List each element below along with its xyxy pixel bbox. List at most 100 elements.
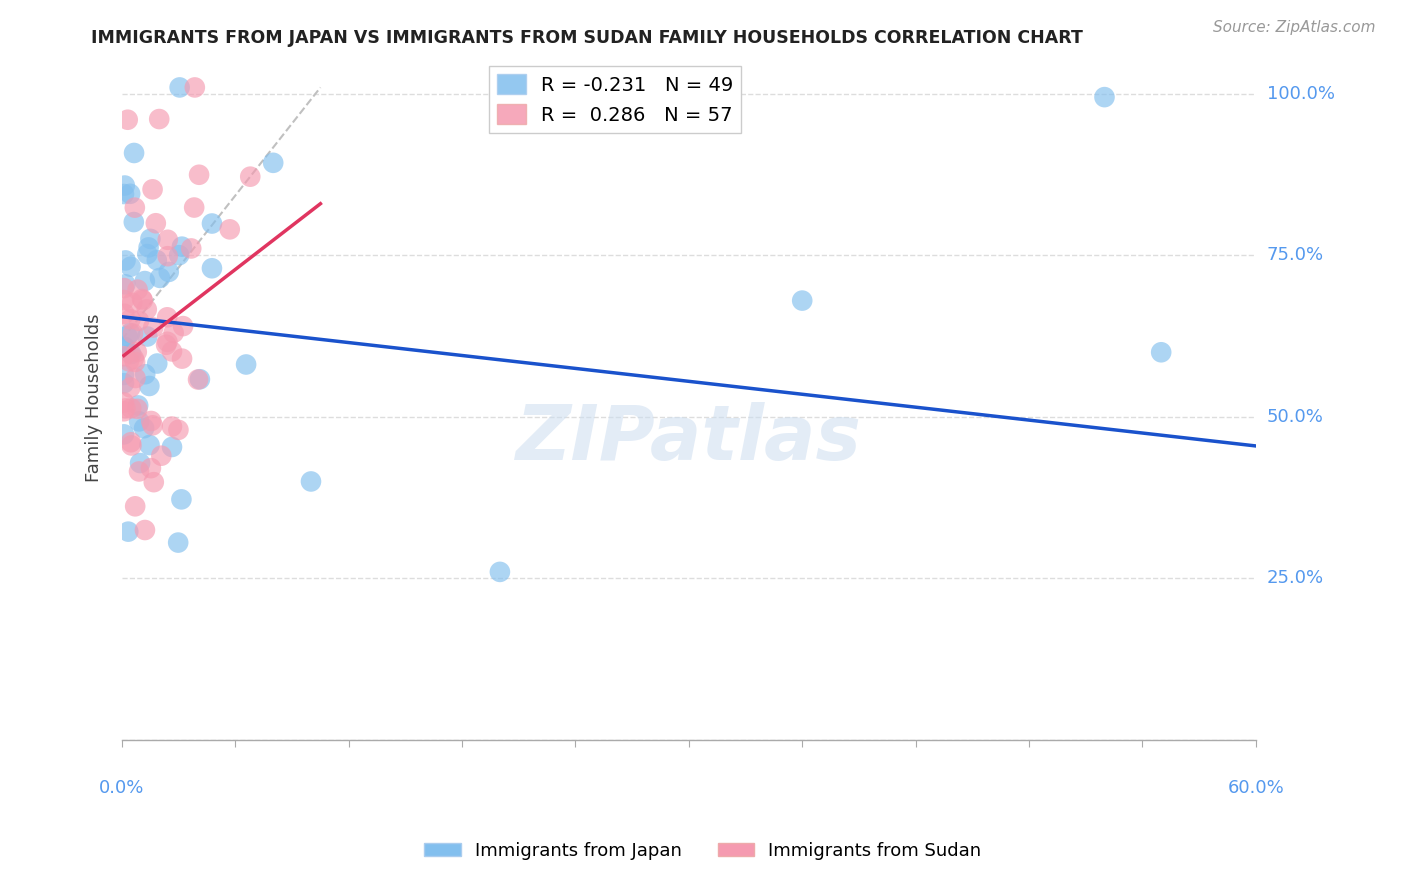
Point — [138, 240, 160, 254]
Point — [489, 565, 512, 579]
Point — [139, 461, 162, 475]
Point — [136, 329, 159, 343]
Point — [112, 404, 135, 418]
Point — [127, 283, 149, 297]
Point — [156, 249, 179, 263]
Point — [117, 329, 139, 343]
Point — [142, 475, 165, 490]
Point — [124, 371, 146, 385]
Point — [112, 349, 135, 363]
Point — [167, 535, 190, 549]
Point — [112, 368, 135, 382]
Point — [120, 186, 142, 201]
Point — [120, 260, 142, 274]
Point — [169, 80, 191, 95]
Point — [136, 247, 159, 261]
Point — [160, 419, 183, 434]
Point — [112, 293, 135, 307]
Point — [114, 277, 136, 292]
Point — [117, 112, 139, 127]
Point — [235, 358, 257, 372]
Point — [134, 523, 156, 537]
Point — [146, 357, 169, 371]
Point — [138, 438, 160, 452]
Point — [112, 339, 135, 353]
Point — [142, 320, 165, 334]
Point — [149, 271, 172, 285]
Point — [146, 253, 169, 268]
Point — [183, 201, 205, 215]
Text: 75.0%: 75.0% — [1267, 246, 1324, 264]
Point — [155, 338, 177, 352]
Point — [792, 293, 814, 308]
Point — [124, 201, 146, 215]
Point — [132, 293, 155, 308]
Point — [112, 307, 135, 321]
Point — [139, 232, 162, 246]
Point — [180, 242, 202, 256]
Point — [122, 146, 145, 161]
Text: 0.0%: 0.0% — [100, 779, 145, 797]
Point — [170, 351, 193, 366]
Point — [122, 215, 145, 229]
Point — [128, 314, 150, 328]
Point — [114, 401, 136, 416]
Point — [141, 414, 163, 428]
Point — [156, 233, 179, 247]
Point — [262, 156, 284, 170]
Point — [299, 475, 322, 489]
Point — [120, 326, 142, 340]
Point — [170, 492, 193, 507]
Point — [120, 438, 142, 452]
Point — [145, 216, 167, 230]
Point — [156, 310, 179, 325]
Text: 60.0%: 60.0% — [1227, 779, 1284, 797]
Point — [239, 169, 262, 184]
Point — [138, 379, 160, 393]
Point — [112, 281, 135, 295]
Legend: R = -0.231   N = 49, R =  0.286   N = 57: R = -0.231 N = 49, R = 0.286 N = 57 — [489, 66, 741, 133]
Point — [127, 398, 149, 412]
Point — [124, 355, 146, 369]
Legend: Immigrants from Japan, Immigrants from Sudan: Immigrants from Japan, Immigrants from S… — [418, 835, 988, 867]
Point — [188, 372, 211, 386]
Point — [128, 414, 150, 428]
Point — [142, 182, 165, 196]
Text: Source: ZipAtlas.com: Source: ZipAtlas.com — [1212, 20, 1375, 35]
Point — [132, 421, 155, 435]
Point — [160, 440, 183, 454]
Text: 100.0%: 100.0% — [1267, 85, 1334, 103]
Text: 25.0%: 25.0% — [1267, 569, 1324, 587]
Point — [114, 341, 136, 355]
Point — [122, 351, 145, 366]
Point — [201, 261, 224, 276]
Point — [112, 376, 135, 391]
Point — [201, 217, 224, 231]
Point — [172, 319, 194, 334]
Point — [218, 222, 240, 236]
Point — [142, 418, 165, 433]
Point — [187, 372, 209, 386]
Point — [150, 449, 173, 463]
Point — [156, 334, 179, 349]
Point — [135, 302, 157, 317]
Point — [128, 465, 150, 479]
Point — [131, 292, 153, 306]
Point — [163, 326, 186, 340]
Point — [117, 524, 139, 539]
Point — [124, 500, 146, 514]
Point — [121, 295, 143, 310]
Point — [120, 347, 142, 361]
Point — [125, 345, 148, 359]
Y-axis label: Family Households: Family Households — [86, 313, 103, 482]
Point — [1150, 345, 1173, 359]
Point — [112, 427, 135, 442]
Point — [1094, 90, 1116, 104]
Point — [167, 423, 190, 437]
Point — [112, 395, 135, 409]
Point — [118, 354, 141, 368]
Point — [148, 112, 170, 126]
Point — [114, 178, 136, 193]
Point — [112, 187, 135, 202]
Text: ZIPatlas: ZIPatlas — [516, 401, 862, 475]
